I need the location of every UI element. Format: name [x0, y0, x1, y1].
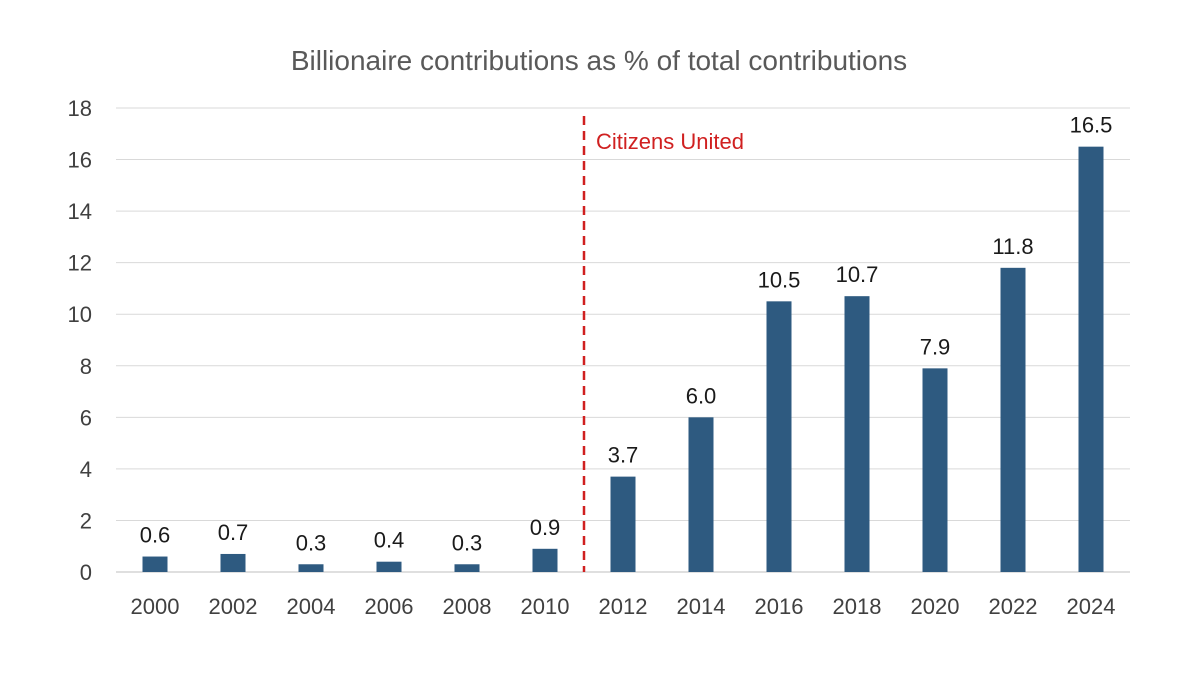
y-tick-label: 10 [68, 302, 92, 327]
bar-2022 [1000, 267, 1026, 572]
y-tick-label: 4 [80, 457, 92, 482]
x-tick-label-2024: 2024 [1067, 594, 1116, 619]
bar-2016 [766, 301, 792, 572]
y-tick-label: 8 [80, 354, 92, 379]
y-tick-label: 12 [68, 251, 92, 276]
x-tick-label-2004: 2004 [287, 594, 336, 619]
x-tick-label-2002: 2002 [209, 594, 258, 619]
data-label-2022: 11.8 [992, 234, 1033, 259]
x-tick-label-2016: 2016 [755, 594, 804, 619]
bars [142, 146, 1104, 572]
data-label-2018: 10.7 [836, 262, 879, 287]
x-tick-label-2018: 2018 [833, 594, 882, 619]
chart-title: Billionaire contributions as % of total … [291, 45, 907, 76]
y-tick-label: 6 [80, 405, 92, 430]
data-label-2024: 16.5 [1070, 113, 1113, 138]
data-labels: 0.6 0.7 0.3 0.4 0.3 0.9 3.7 6.0 10.5 10.7 7.9 11.8 1… [140, 113, 1113, 556]
data-label-2008: 0.3 [452, 530, 483, 555]
data-label-2010: 0.9 [530, 515, 561, 540]
y-tick-label: 16 [68, 148, 92, 173]
x-tick-label-2010: 2010 [521, 594, 570, 619]
bar-2012 [610, 476, 636, 572]
x-tick-label-2012: 2012 [599, 594, 648, 619]
data-label-2020: 7.9 [920, 334, 951, 359]
y-tick-label: 14 [68, 199, 92, 224]
bar-2000 [142, 556, 168, 572]
x-tick-label-2014: 2014 [677, 594, 726, 619]
x-axis-ticks: 2000 2002 2004 2006 2008 2010 2012 2014 2016 2018… [131, 594, 1116, 619]
bar-2008 [454, 564, 480, 572]
x-tick-label-2022: 2022 [989, 594, 1038, 619]
data-label-2012: 3.7 [608, 443, 639, 468]
bar-2002 [220, 553, 246, 572]
x-tick-label-2008: 2008 [443, 594, 492, 619]
x-tick-label-2020: 2020 [911, 594, 960, 619]
annotation-group: Citizens United [582, 116, 744, 572]
data-label-2014: 6.0 [686, 383, 717, 408]
data-label-2004: 0.3 [296, 530, 327, 555]
y-tick-label: 0 [80, 560, 92, 585]
citizens-united-label: Citizens United [596, 129, 744, 154]
x-tick-label-2006: 2006 [365, 594, 414, 619]
bar-2006 [376, 561, 402, 572]
data-label-2016: 10.5 [758, 267, 801, 292]
bar-2018 [844, 296, 870, 572]
y-tick-label: 18 [68, 96, 92, 121]
y-axis-ticks: 0 2 4 6 8 10 12 14 16 18 [68, 96, 92, 585]
y-tick-label: 2 [80, 508, 92, 533]
bar-2010 [532, 548, 558, 572]
gridlines [116, 107, 1130, 573]
bar-2020 [922, 368, 948, 572]
data-label-2000: 0.6 [140, 523, 171, 548]
x-tick-label-2000: 2000 [131, 594, 180, 619]
bar-2024 [1078, 146, 1104, 572]
bar-2014 [688, 417, 714, 572]
data-label-2002: 0.7 [218, 520, 249, 545]
bar-2004 [298, 564, 324, 572]
data-label-2006: 0.4 [374, 528, 405, 553]
